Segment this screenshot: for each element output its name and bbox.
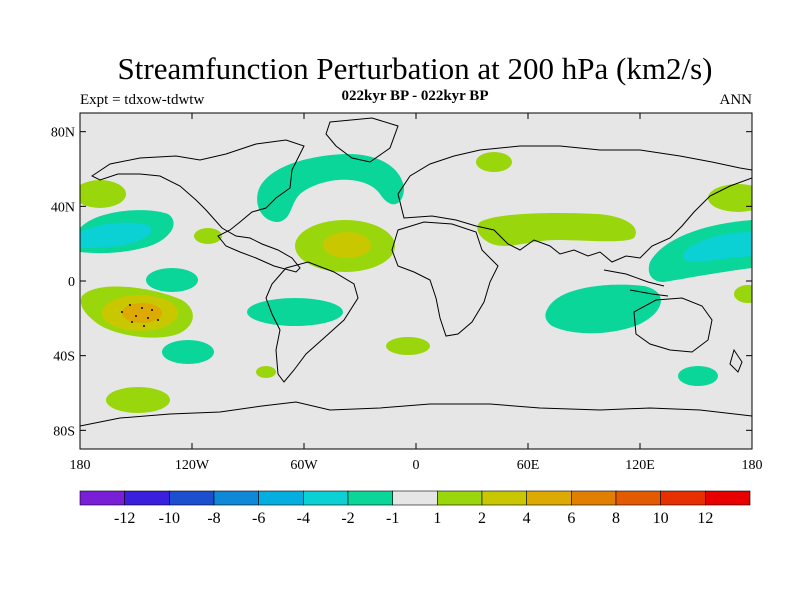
- season-label: ANN: [719, 92, 753, 108]
- lat-tick-label: 80S: [53, 424, 75, 439]
- plot-title: Streamfunction Perturbation at 200 hPa (…: [117, 51, 713, 86]
- period-label: 022kyr BP - 022kyr BP: [341, 88, 489, 104]
- eurasian-ridge: [477, 212, 636, 246]
- colorbar-label: 4: [523, 510, 531, 527]
- colorbar-label: 8: [612, 510, 620, 527]
- colorbar-label: -8: [207, 510, 220, 527]
- colorbar-swatch: [526, 490, 572, 506]
- positive-anomalies: [80, 152, 752, 413]
- lat-tick-label: 40N: [51, 200, 75, 215]
- atlantic-ridge-core: [323, 232, 371, 258]
- west-pacific-core: [683, 232, 752, 262]
- south-atlantic-trough: [247, 298, 343, 326]
- colorbar-label: 10: [653, 510, 669, 527]
- colorbar-swatch: [124, 490, 170, 506]
- new-zealand-outline: [729, 348, 743, 373]
- lon-tick-label: 180: [70, 458, 91, 473]
- lon-tick-label: 60W: [290, 458, 318, 473]
- colorbar-swatch: [571, 490, 617, 506]
- colorbar-label: -10: [159, 510, 180, 527]
- colorbar-label: 2: [478, 510, 486, 527]
- colorbar-swatch: [481, 490, 527, 506]
- lat-tick-label: 80N: [51, 126, 75, 141]
- colorbar-swatch: [705, 490, 751, 506]
- lon-tick-label: 180: [742, 458, 763, 473]
- north-pacific-east-core: [80, 222, 152, 248]
- colorbar-label: -6: [252, 510, 265, 527]
- negative-anomalies: [80, 153, 752, 386]
- colorbar-swatch: [392, 490, 438, 506]
- antarctica-outline: [80, 401, 752, 427]
- dateline-ridge: [734, 285, 752, 303]
- lon-tick-label: 60E: [517, 458, 540, 473]
- south-pacific-trough: [162, 340, 214, 364]
- colorbar-swatch: [615, 490, 661, 506]
- colorbar-swatch: [660, 490, 706, 506]
- siberia-ridge: [476, 152, 512, 172]
- significance-stippling: [121, 304, 159, 327]
- colorbar-swatch: [347, 490, 393, 506]
- north-america-outline: [91, 139, 305, 273]
- indonesia-outline: [603, 269, 669, 297]
- colorbar-swatch: [303, 490, 349, 506]
- australia-outline: [633, 297, 713, 353]
- lon-tick-label: 0: [413, 458, 420, 473]
- greenland-outline: [325, 117, 399, 163]
- new-zealand-trough: [678, 366, 718, 386]
- colorbar-swatch: [79, 490, 125, 506]
- colorbar-label: 6: [567, 510, 575, 527]
- colorbar-label: -2: [341, 510, 354, 527]
- longitude-axis: 180 120W 60W 0 60E 120E 180: [70, 113, 763, 473]
- indian-ocean-trough: [545, 284, 661, 334]
- coastlines: [80, 117, 752, 427]
- experiment-label: Expt = tdxow-tdwtw: [80, 92, 205, 108]
- colorbar-swatch: [213, 490, 259, 506]
- lat-tick-label: 40S: [53, 350, 75, 365]
- south-america-outline: [265, 261, 359, 383]
- latitude-axis: 80N 40N 0 40S 80S: [51, 126, 752, 439]
- south-pacific-ridge-core: [122, 303, 162, 323]
- lat-tick-label: 0: [68, 275, 75, 290]
- colorbar-label: 12: [697, 510, 713, 527]
- map-panel: [80, 113, 752, 449]
- colorbar-label: 1: [433, 510, 441, 527]
- north-pacific-ridge: [80, 180, 126, 208]
- mid-pacific-ridge: [194, 228, 222, 244]
- south-atlantic-ridge: [386, 337, 430, 355]
- north-atlantic-trough: [257, 153, 404, 222]
- chile-ridge: [256, 366, 276, 378]
- africa-outline: [391, 221, 499, 337]
- lon-tick-label: 120W: [175, 458, 210, 473]
- colorbar-label: -1: [386, 510, 399, 527]
- colorbar-swatch: [437, 490, 483, 506]
- colorbar: -12 -10 -8 -6 -4 -2 -1 1 2 4 6 8 10 12: [79, 490, 751, 527]
- lon-tick-label: 120E: [625, 458, 655, 473]
- north-pacific-west-ridge: [708, 184, 752, 212]
- colorbar-label: -12: [114, 510, 135, 527]
- tropical-pacific-trough: [146, 268, 198, 292]
- colorbar-label: -4: [297, 510, 310, 527]
- colorbar-swatch: [169, 490, 215, 506]
- southern-ocean-ridge: [106, 387, 170, 413]
- colorbar-swatch: [258, 490, 304, 506]
- eurasia-outline: [397, 145, 752, 263]
